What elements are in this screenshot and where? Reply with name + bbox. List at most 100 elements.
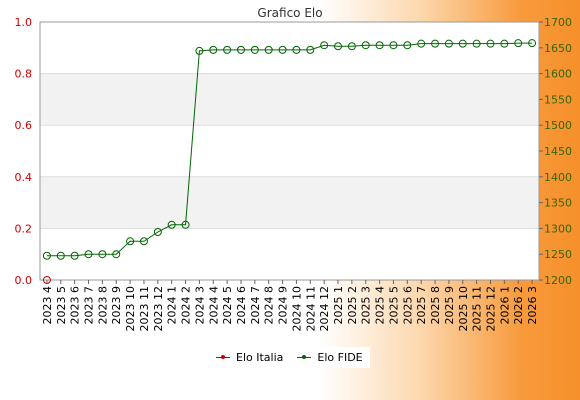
grid-band — [40, 22, 539, 74]
legend-marker-elo-fide — [297, 353, 312, 363]
y-right-tick-label: 1550 — [544, 93, 572, 106]
point-elo-fide — [486, 39, 495, 48]
point-elo-fide — [292, 45, 301, 54]
point-elo-fide — [334, 42, 343, 51]
legend-label-elo-fide: Elo FIDE — [317, 351, 363, 364]
x-tick-label: 2026 3 — [526, 286, 539, 325]
x-tick-label: 2025 6 — [401, 286, 414, 325]
x-tick-label: 2025 11 — [471, 286, 484, 332]
x-tick-label: 2023 5 — [55, 286, 68, 325]
x-tick-label: 2023 12 — [152, 286, 165, 332]
point-elo-fide — [167, 220, 176, 229]
y-left-tick-label: 0.4 — [15, 171, 33, 184]
x-tick-label: 2023 4 — [41, 286, 54, 325]
legend-item-elo-fide: Elo FIDE — [297, 351, 363, 364]
point-elo-fide — [126, 237, 135, 246]
y-left-tick-label: 1.0 — [15, 16, 33, 29]
y-right-tick-label: 1650 — [544, 42, 572, 55]
x-tick-label: 2024 9 — [277, 286, 290, 325]
x-tick-label: 2025 2 — [346, 286, 359, 325]
y-right-tick-label: 1400 — [544, 171, 572, 184]
x-tick-label: 2024 11 — [304, 286, 317, 332]
grid-band — [40, 176, 539, 229]
x-tick-label: 2024 12 — [318, 286, 331, 332]
legend: Elo Italia Elo FIDE — [210, 347, 370, 368]
x-tick-label: 2024 6 — [235, 286, 248, 325]
x-tick-label: 2025 7 — [415, 286, 428, 325]
point-elo-fide — [472, 39, 481, 48]
point-elo-fide — [84, 250, 93, 259]
point-elo-fide — [223, 45, 232, 54]
point-elo-italia — [42, 276, 51, 284]
point-elo-fide — [56, 251, 65, 260]
x-tick-label: 2025 3 — [360, 286, 373, 325]
series-line-elo-fide — [46, 42, 533, 257]
axes: 0.0 0.2 0.4 0.6 0.8 1.0 1200 1250 1300 1350 1400 14… — [15, 16, 573, 332]
y-right-tick-label: 1250 — [544, 248, 572, 261]
x-tick-label: 2025 9 — [443, 286, 456, 325]
point-elo-fide — [209, 45, 218, 54]
grid-band — [40, 125, 539, 177]
point-elo-fide — [528, 39, 537, 48]
point-elo-fide — [278, 45, 287, 54]
x-tick-label: 2025 4 — [374, 286, 387, 325]
y-right-tick-label: 1700 — [544, 16, 572, 29]
chart-title: Grafico Elo — [257, 6, 322, 20]
legend-item-elo-italia: Elo Italia — [216, 351, 283, 364]
x-tick-label: 2025 1 — [332, 286, 345, 325]
point-elo-fide — [389, 41, 398, 50]
point-elo-fide — [112, 250, 121, 259]
x-tick-label: 2024 8 — [263, 286, 276, 325]
grid-band — [40, 228, 539, 280]
point-elo-fide — [444, 39, 453, 48]
point-elo-fide — [417, 39, 426, 48]
point-elo-fide — [361, 41, 370, 50]
point-elo-fide — [320, 41, 329, 50]
x-tick-label: 2024 2 — [180, 286, 193, 325]
y-left-tick-label: 0.0 — [15, 274, 33, 287]
y-left-tick-label: 0.6 — [15, 119, 33, 132]
point-elo-fide — [195, 46, 204, 55]
point-elo-fide — [236, 45, 245, 54]
point-elo-fide — [264, 45, 273, 54]
y-right-tick-label: 1450 — [544, 145, 572, 158]
x-tick-label: 2023 8 — [96, 286, 109, 325]
x-tick-label: 2025 10 — [457, 286, 470, 332]
point-elo-fide — [139, 237, 148, 246]
point-elo-fide — [250, 45, 259, 54]
x-tick-label: 2023 6 — [69, 286, 82, 325]
x-tick-label: 2023 10 — [124, 286, 137, 332]
point-elo-fide — [458, 39, 467, 48]
x-tick-label: 2023 7 — [83, 286, 96, 325]
grid-band — [40, 73, 539, 126]
point-elo-fide — [375, 41, 384, 50]
x-tick-label: 2025 5 — [387, 286, 400, 325]
point-elo-fide — [403, 41, 412, 50]
y-left-tick-label: 0.8 — [15, 68, 33, 81]
series-layer — [42, 39, 537, 284]
y-right-tick-label: 1300 — [544, 222, 572, 235]
point-elo-fide — [306, 45, 315, 54]
x-tick-label: 2024 3 — [193, 286, 206, 325]
x-tick-label: 2024 5 — [221, 286, 234, 325]
x-tick-label: 2025 8 — [429, 286, 442, 325]
x-tick-label: 2024 7 — [249, 286, 262, 325]
x-tick-label: 2026 2 — [512, 286, 525, 325]
x-tick-label: 2024 1 — [166, 286, 179, 325]
x-tick-label: 2026 1 — [498, 286, 511, 325]
point-elo-fide — [98, 250, 107, 259]
x-tick-label: 2023 9 — [110, 286, 123, 325]
x-tick-label: 2025 12 — [484, 286, 497, 332]
point-elo-fide — [500, 39, 509, 48]
point-elo-fide — [70, 251, 79, 260]
y-right-tick-label: 1200 — [544, 274, 572, 287]
y-right-tick-label: 1500 — [544, 119, 572, 132]
point-elo-fide — [347, 42, 356, 51]
plot-bands — [40, 21, 539, 281]
point-elo-fide — [431, 39, 440, 48]
y-right-tick-label: 1600 — [544, 68, 572, 81]
legend-label-elo-italia: Elo Italia — [236, 351, 284, 364]
point-elo-fide — [514, 39, 523, 48]
